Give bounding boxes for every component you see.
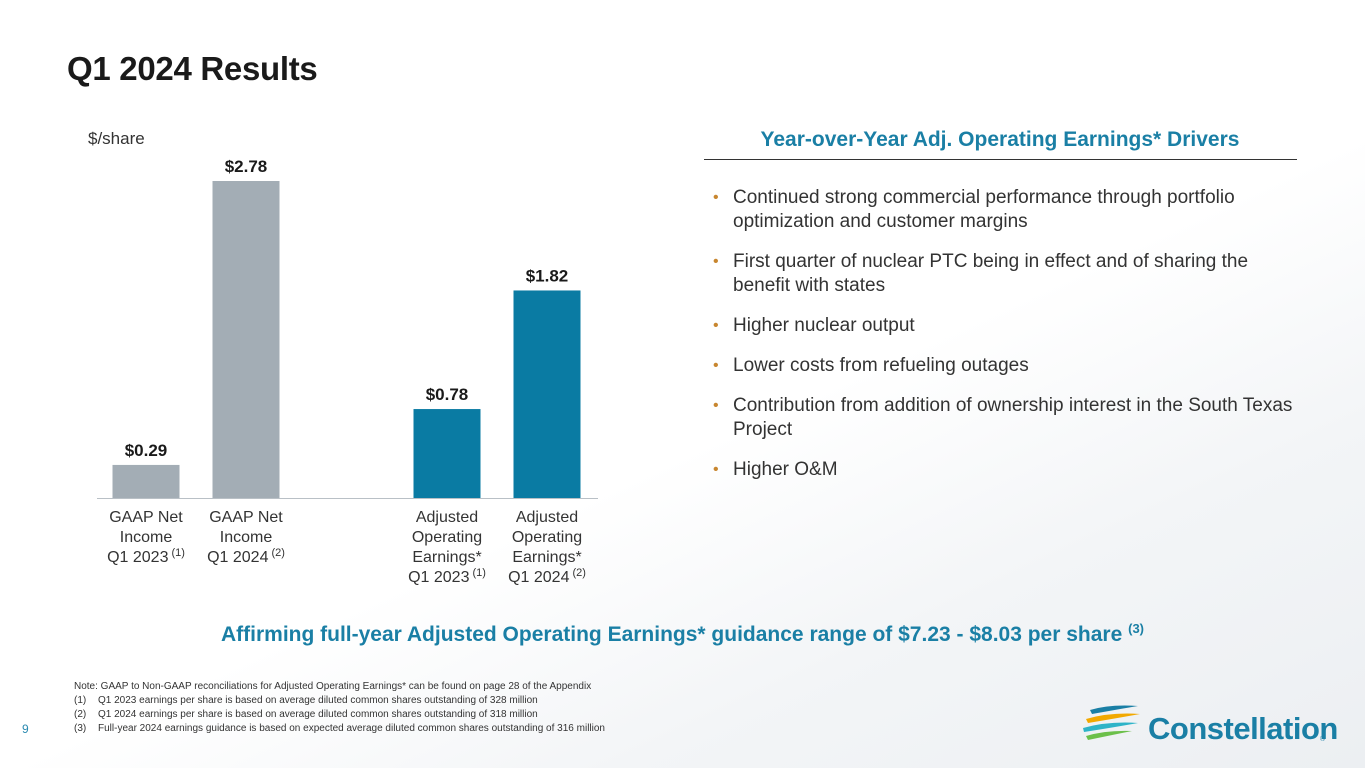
driver-item: • Lower costs from refueling outages bbox=[713, 354, 1303, 378]
logo-swoosh-blue bbox=[1090, 705, 1138, 714]
x-tick-label: Q1 2024 (2) bbox=[207, 547, 285, 566]
logo-wordmark: Constellation bbox=[1148, 711, 1338, 746]
data-label: $0.78 bbox=[426, 385, 469, 404]
data-label: $1.82 bbox=[526, 266, 569, 285]
x-tick-label: Operating bbox=[512, 529, 582, 546]
driver-text: Higher O&M bbox=[733, 459, 838, 480]
driver-text: Higher nuclear output bbox=[733, 315, 915, 336]
driver-text: Lower costs from refueling outages bbox=[733, 355, 1029, 376]
bullet-icon: • bbox=[713, 461, 719, 478]
guidance-footnote-ref: (3) bbox=[1128, 621, 1145, 636]
footnote-ref: (2) bbox=[572, 567, 585, 579]
note-line: Note: GAAP to Non-GAAP reconciliations f… bbox=[74, 681, 592, 692]
x-tick-label: Earnings* bbox=[412, 549, 481, 566]
bullet-icon: • bbox=[713, 253, 719, 270]
constellation-logo-mark bbox=[1083, 705, 1140, 740]
x-tick-label: GAAP Net bbox=[109, 509, 183, 526]
bar bbox=[212, 181, 280, 498]
driver-text: Continued strong commercial performance … bbox=[733, 187, 1235, 232]
driver-item: • Contribution from addition of ownership… bbox=[713, 394, 1303, 442]
footnote-row: (1) Q1 2023 earnings per share is based o… bbox=[74, 694, 605, 708]
guidance-text: Affirming full-year Adjusted Operating E… bbox=[220, 623, 1123, 646]
footnote-ref: (1) bbox=[472, 567, 485, 579]
footnote-ref: (1) bbox=[171, 547, 184, 559]
x-tick-label: Adjusted bbox=[416, 509, 478, 526]
footnote-text: Full-year 2024 earnings guidance is base… bbox=[98, 723, 605, 734]
footnote-number: (1) bbox=[74, 695, 87, 706]
bar bbox=[513, 290, 581, 498]
driver-text: First quarter of nuclear PTC being in ef… bbox=[733, 251, 1249, 296]
footnote-number: (2) bbox=[74, 709, 87, 720]
drivers-title: Year-over-Year Adj. Operating Earnings* … bbox=[760, 128, 1240, 151]
logo-swoosh-green bbox=[1086, 730, 1132, 740]
x-tick-label: Income bbox=[120, 529, 173, 546]
footnote-number: (3) bbox=[74, 723, 87, 734]
y-unit-label: $/share bbox=[88, 129, 145, 148]
bar bbox=[413, 409, 481, 498]
x-tick-label: Q1 2023 (1) bbox=[408, 567, 486, 586]
logo-swoosh-yellow bbox=[1086, 713, 1140, 723]
driver-item: • Higher O&M bbox=[713, 458, 1303, 482]
footnote-row: (3) Full-year 2024 earnings guidance is b… bbox=[74, 722, 605, 736]
driver-item: • Continued strong commercial performance… bbox=[713, 186, 1303, 234]
bar bbox=[112, 464, 180, 498]
logo-swoosh-teal bbox=[1083, 722, 1138, 732]
bullet-icon: • bbox=[713, 189, 719, 206]
x-tick-label: Adjusted bbox=[516, 509, 578, 526]
drivers-divider bbox=[704, 159, 1297, 160]
x-tick-label: Q1 2024 (2) bbox=[508, 567, 586, 586]
data-label: $0.29 bbox=[125, 441, 168, 460]
x-tick-label: Operating bbox=[412, 529, 482, 546]
footnote-ref: (2) bbox=[271, 547, 284, 559]
bullet-icon: • bbox=[713, 357, 719, 374]
footnote-text: Q1 2023 earnings per share is based on a… bbox=[98, 695, 538, 706]
driver-item: • Higher nuclear output bbox=[713, 314, 1303, 338]
footnotes: Note: GAAP to Non-GAAP reconciliations f… bbox=[74, 680, 605, 736]
bullet-icon: • bbox=[713, 397, 719, 414]
x-tick-label: Earnings* bbox=[512, 549, 581, 566]
footnote-row: (2) Q1 2024 earnings per share is based o… bbox=[74, 708, 605, 722]
bullet-icon: • bbox=[713, 317, 719, 334]
data-label: $2.78 bbox=[225, 157, 268, 176]
footnote-text: Q1 2024 earnings per share is based on a… bbox=[98, 709, 538, 720]
x-tick-label: Income bbox=[220, 529, 273, 546]
x-tick-label: Q1 2023 (1) bbox=[107, 547, 185, 566]
logo-registered-mark: ® bbox=[1320, 736, 1326, 743]
page-title: Q1 2024 Results bbox=[67, 50, 318, 87]
page-number: 9 bbox=[22, 722, 29, 736]
guidance-statement: Affirming full-year Adjusted Operating E… bbox=[0, 621, 1365, 647]
driver-item: • First quarter of nuclear PTC being in e… bbox=[713, 250, 1303, 298]
drivers-list: • Continued strong commercial performance… bbox=[713, 186, 1303, 498]
driver-text: Contribution from addition of ownership … bbox=[733, 395, 1293, 440]
x-tick-label: GAAP Net bbox=[209, 509, 283, 526]
